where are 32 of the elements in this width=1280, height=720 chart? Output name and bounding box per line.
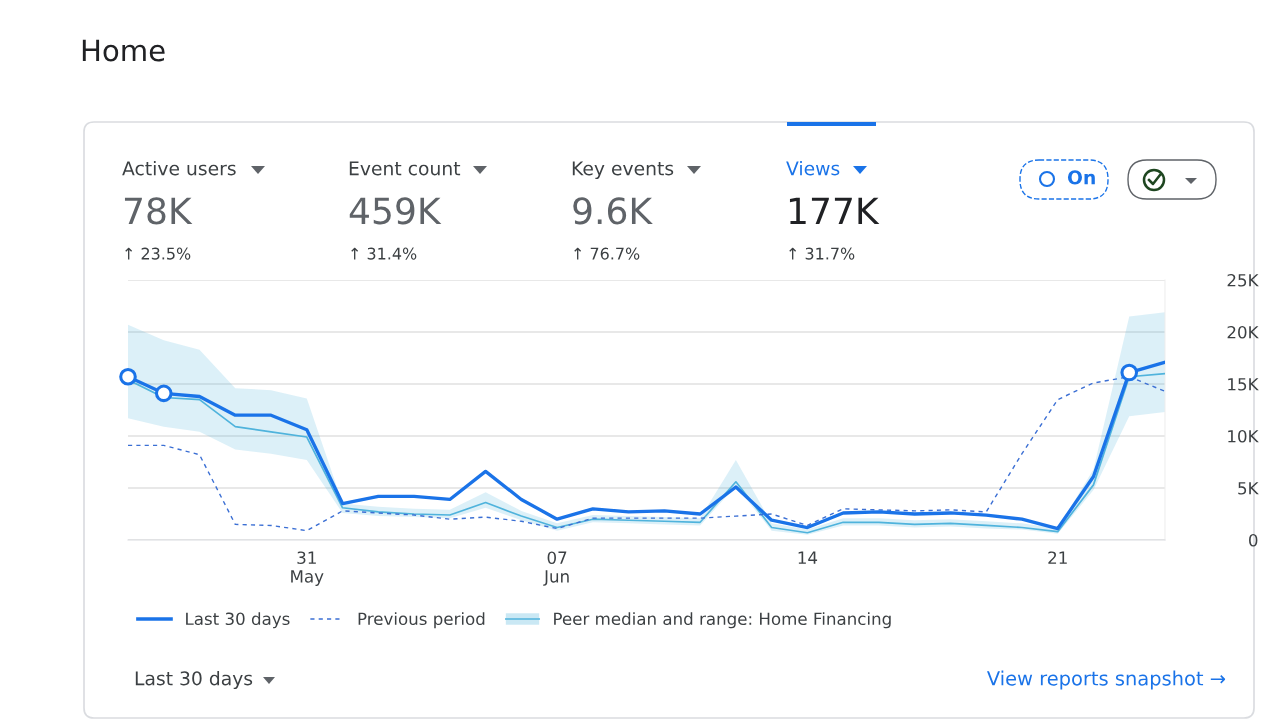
y-tick-label: 20K — [1227, 325, 1259, 339]
y-tick-label: 0 — [1249, 533, 1258, 547]
x-tick-label: 14 — [798, 551, 818, 564]
text: Last 30 days — [135, 670, 253, 690]
text: Event count — [349, 161, 461, 176]
point — [1120, 363, 1139, 382]
text: ↑ 23.5% — [125, 247, 191, 260]
text: On — [1067, 170, 1095, 185]
point — [119, 367, 137, 386]
text: ↑ 31.4% — [351, 247, 417, 260]
legend-label: Last 30 days — [186, 612, 290, 629]
y-tick-label: 15K — [1228, 378, 1259, 391]
text: 177K — [789, 197, 880, 224]
text: Views — [786, 160, 840, 176]
x-tick-label: 21 — [1048, 551, 1067, 564]
y-tick-label: 25K — [1227, 273, 1259, 287]
x-tick-label: 31 May — [291, 551, 324, 586]
text: Active users — [122, 160, 236, 176]
y-tick-label: 10K — [1228, 429, 1259, 443]
text: View reports snapshot → — [986, 670, 1226, 690]
text: 459K — [349, 197, 442, 225]
legend-label: Previous period — [358, 612, 485, 629]
text: 78K — [124, 197, 193, 225]
text: Key events — [572, 161, 674, 180]
chart-title: Home — [82, 39, 165, 62]
text: 9.6K — [573, 197, 653, 225]
point — [154, 384, 173, 403]
legend-label: Peer median and range: Home Financing — [554, 612, 891, 629]
text: ↑ 76.7% — [574, 247, 640, 260]
text: ↑ 31.7% — [789, 247, 855, 260]
y-tick-label: 5K — [1238, 482, 1259, 495]
x-tick-label: 07 Jun — [543, 551, 569, 586]
